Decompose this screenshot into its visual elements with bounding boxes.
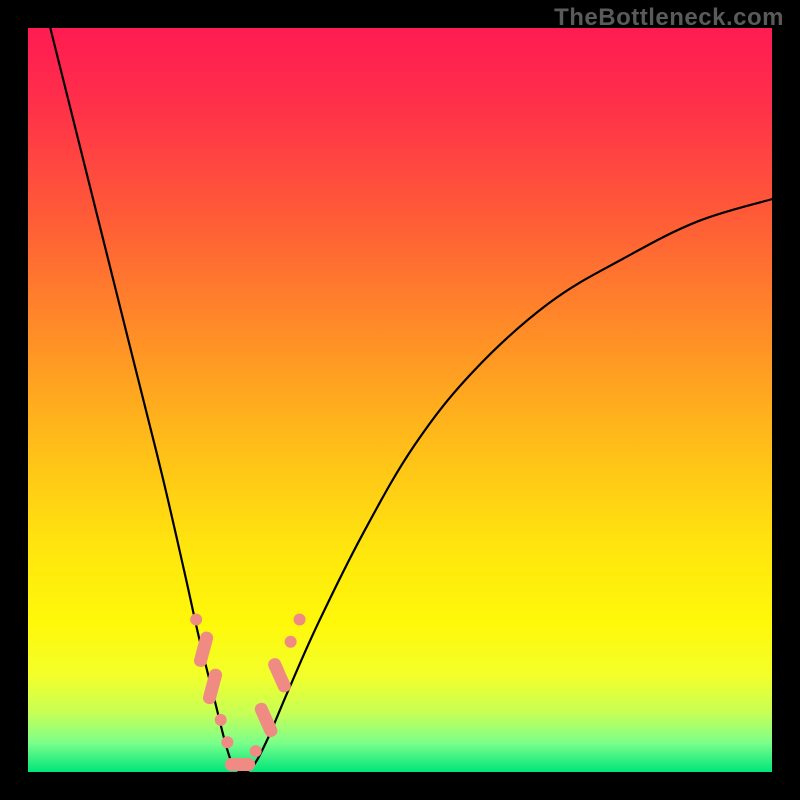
marker-dot — [215, 714, 227, 726]
marker-dot — [294, 613, 306, 625]
marker-dot — [285, 636, 297, 648]
chart-frame: TheBottleneck.com — [0, 0, 800, 800]
gradient-background — [28, 28, 772, 772]
marker-dot — [190, 613, 202, 625]
marker-dot — [221, 736, 233, 748]
watermark-text: TheBottleneck.com — [554, 4, 784, 32]
marker-dot — [250, 745, 262, 757]
marker-capsule — [225, 758, 255, 771]
chart-svg — [0, 0, 800, 800]
